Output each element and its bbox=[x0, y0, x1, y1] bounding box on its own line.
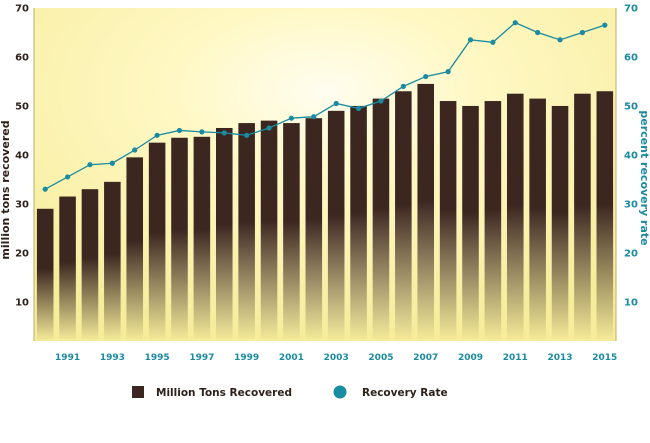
x-tick-label: 1995 bbox=[145, 353, 170, 363]
data-point bbox=[176, 127, 183, 134]
data-point bbox=[266, 125, 272, 131]
bar bbox=[484, 101, 502, 341]
data-point bbox=[445, 69, 451, 75]
data-point bbox=[154, 132, 160, 138]
data-point bbox=[490, 39, 496, 45]
legend-bar-swatch bbox=[132, 386, 144, 398]
x-tick-label: 1999 bbox=[234, 353, 259, 363]
data-point bbox=[199, 129, 205, 135]
y-tick-label-right: 60 bbox=[624, 52, 638, 63]
recovery-rate-line bbox=[44, 21, 606, 190]
bar bbox=[126, 157, 144, 341]
bar bbox=[171, 137, 188, 341]
y-tick-label-right: 20 bbox=[624, 248, 638, 259]
y-tick-label-right: 40 bbox=[624, 150, 638, 161]
data-point bbox=[333, 100, 339, 107]
data-point bbox=[311, 114, 317, 120]
bar bbox=[551, 105, 569, 341]
legend: Million Tons Recovered Recovery Rate bbox=[132, 385, 448, 399]
bar bbox=[81, 189, 99, 341]
x-tick-label: 1991 bbox=[55, 353, 80, 363]
bar-series bbox=[36, 83, 614, 342]
data-point bbox=[42, 186, 48, 192]
legend-line-label: Recovery Rate bbox=[362, 387, 448, 399]
data-point bbox=[132, 147, 138, 153]
y-tick-label-left: 70 bbox=[15, 4, 29, 15]
data-point bbox=[221, 130, 227, 136]
data-point bbox=[602, 22, 608, 28]
bar bbox=[596, 91, 614, 341]
bar bbox=[305, 118, 323, 342]
y-tick-label-left: 50 bbox=[15, 101, 29, 112]
bar bbox=[104, 181, 121, 341]
bar bbox=[506, 93, 524, 341]
x-tick-label: 2003 bbox=[324, 353, 349, 363]
left-y-ticks: 10 20 30 40 50 60 70 bbox=[15, 4, 29, 309]
x-tick-label: 2005 bbox=[368, 353, 393, 363]
bar bbox=[215, 127, 233, 341]
x-tick-label: 2009 bbox=[458, 353, 483, 363]
bar bbox=[372, 98, 390, 341]
legend-line-swatch bbox=[333, 385, 347, 399]
right-y-ticks: 10 20 30 40 50 60 70 bbox=[624, 4, 638, 309]
x-tick-label: 1997 bbox=[189, 353, 214, 363]
data-point bbox=[288, 115, 295, 121]
x-tick-label: 1993 bbox=[100, 353, 125, 363]
bar bbox=[59, 196, 76, 341]
legend-bar-label: Million Tons Recovered bbox=[156, 387, 292, 399]
x-tick-label: 2007 bbox=[413, 353, 438, 363]
bar bbox=[238, 123, 255, 341]
y-tick-label-right: 50 bbox=[624, 101, 638, 112]
bar bbox=[417, 83, 435, 342]
data-point bbox=[467, 37, 474, 43]
y-tick-label-right: 70 bbox=[624, 4, 638, 15]
data-point bbox=[378, 98, 384, 104]
data-point bbox=[535, 29, 541, 36]
x-ticks: 1991 1993 1995 1997 1999 2001 2003 2005 2007 2009… bbox=[55, 353, 617, 363]
bar bbox=[148, 142, 166, 341]
y-tick-label-left: 30 bbox=[15, 199, 29, 210]
data-point bbox=[87, 162, 93, 168]
data-point bbox=[512, 20, 518, 26]
bar bbox=[395, 91, 412, 341]
line-series bbox=[42, 20, 608, 192]
data-point bbox=[557, 37, 563, 43]
bar bbox=[529, 98, 546, 341]
bar bbox=[327, 110, 345, 341]
data-point bbox=[423, 73, 429, 80]
bar bbox=[439, 101, 457, 341]
bar bbox=[574, 93, 591, 341]
bar bbox=[462, 105, 479, 341]
x-tick-label: 2015 bbox=[592, 353, 617, 363]
y-tick-label-left: 20 bbox=[15, 248, 29, 259]
bar bbox=[283, 123, 300, 341]
x-tick-label: 2011 bbox=[503, 353, 528, 363]
y-tick-label-right: 30 bbox=[624, 199, 638, 210]
right-axis-title: percent recovery rate bbox=[638, 110, 650, 245]
data-point bbox=[400, 83, 406, 89]
y-tick-label-left: 10 bbox=[15, 297, 29, 308]
data-point bbox=[579, 29, 586, 36]
y-tick-label-right: 10 bbox=[624, 297, 638, 308]
bar bbox=[260, 120, 278, 341]
bar bbox=[36, 208, 54, 341]
data-point bbox=[244, 132, 250, 138]
data-point bbox=[64, 174, 71, 180]
y-tick-label-left: 40 bbox=[15, 150, 29, 161]
bar bbox=[193, 136, 211, 341]
left-axis-title: million tons recovered bbox=[0, 120, 12, 259]
x-tick-label: 2013 bbox=[548, 353, 573, 363]
x-tick-label: 2001 bbox=[279, 353, 304, 363]
data-point bbox=[355, 105, 362, 111]
y-tick-label-left: 60 bbox=[15, 52, 29, 63]
bar bbox=[350, 105, 367, 341]
data-point bbox=[109, 160, 115, 166]
plot-background bbox=[34, 8, 616, 341]
